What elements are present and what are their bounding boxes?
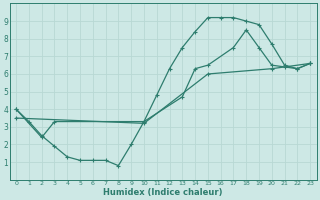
- X-axis label: Humidex (Indice chaleur): Humidex (Indice chaleur): [103, 188, 223, 197]
